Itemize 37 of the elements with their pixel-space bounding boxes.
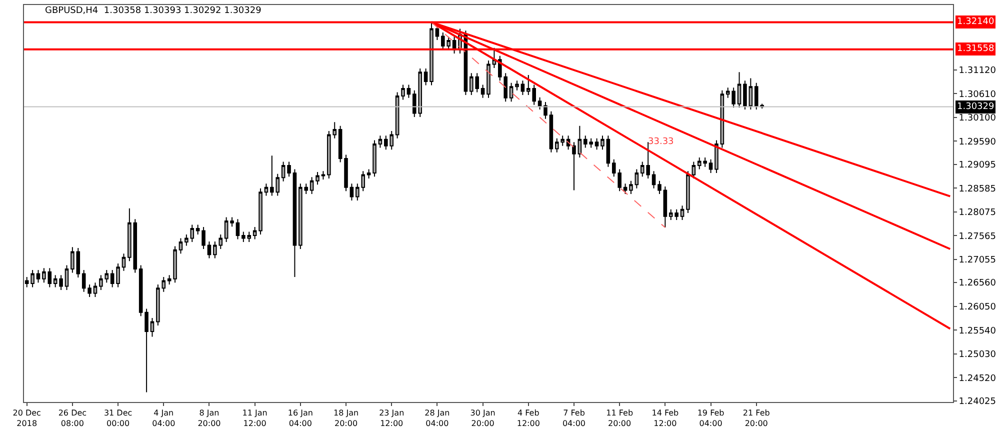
x-tick-label: 8 Jan 20:00 <box>198 408 221 428</box>
x-tick-label: 28 Jan 04:00 <box>424 408 450 428</box>
x-tick-label: 31 Dec 00:00 <box>104 408 132 428</box>
x-tick-label: 21 Feb 20:00 <box>742 408 770 428</box>
x-tick-label: 7 Feb 04:00 <box>562 408 586 428</box>
x-tick-label: 26 Dec 08:00 <box>58 408 87 428</box>
x-tick-label: 20 Dec 2018 <box>12 408 41 428</box>
x-tick-label: 19 Feb 04:00 <box>697 408 724 428</box>
y-tick-label: 1.29590 <box>958 137 996 148</box>
y-tick-label: 1.27055 <box>958 256 996 266</box>
y-tick-label: 1.31120 <box>958 66 996 76</box>
ref-line-label: 1.31558 <box>957 44 994 54</box>
y-tick-label: 1.25030 <box>958 350 996 360</box>
x-tick-label: 16 Jan 04:00 <box>288 408 313 428</box>
annotation: 33.33 <box>648 137 674 147</box>
x-tick-label: 18 Jan 20:00 <box>333 408 359 428</box>
y-tick-label: 1.29095 <box>958 160 996 170</box>
x-tick-label: 23 Jan 12:00 <box>379 408 404 428</box>
x-tick-label: 11 Jan 12:00 <box>242 408 268 428</box>
y-tick-label: 1.28585 <box>958 184 996 194</box>
x-tick-label: 14 Feb 12:00 <box>652 408 679 428</box>
y-tick-label: 1.28075 <box>958 208 996 218</box>
x-tick-label: 11 Feb 20:00 <box>606 408 634 428</box>
y-tick-label: 1.24025 <box>958 396 996 407</box>
y-tick-label: 1.30610 <box>958 90 996 100</box>
y-tick-label: 1.26050 <box>958 302 996 313</box>
y-tick-label: 1.27565 <box>958 232 996 242</box>
y-tick-label: 1.24520 <box>958 374 996 384</box>
y-tick-label: 1.30100 <box>958 114 996 124</box>
y-tick-label: 1.26560 <box>958 278 996 289</box>
chart-title: GBPUSD,H4 1.30358 1.30393 1.30292 1.30329 <box>45 6 262 16</box>
x-tick-label: 4 Jan 04:00 <box>152 408 176 428</box>
y-tick-label: 1.25540 <box>958 326 996 336</box>
ref-line-label: 1.30329 <box>957 102 994 112</box>
x-tick-label: 30 Jan 20:00 <box>470 408 496 428</box>
x-tick-label: 4 Feb 12:00 <box>516 408 540 428</box>
ref-line-label: 1.32140 <box>957 17 994 27</box>
